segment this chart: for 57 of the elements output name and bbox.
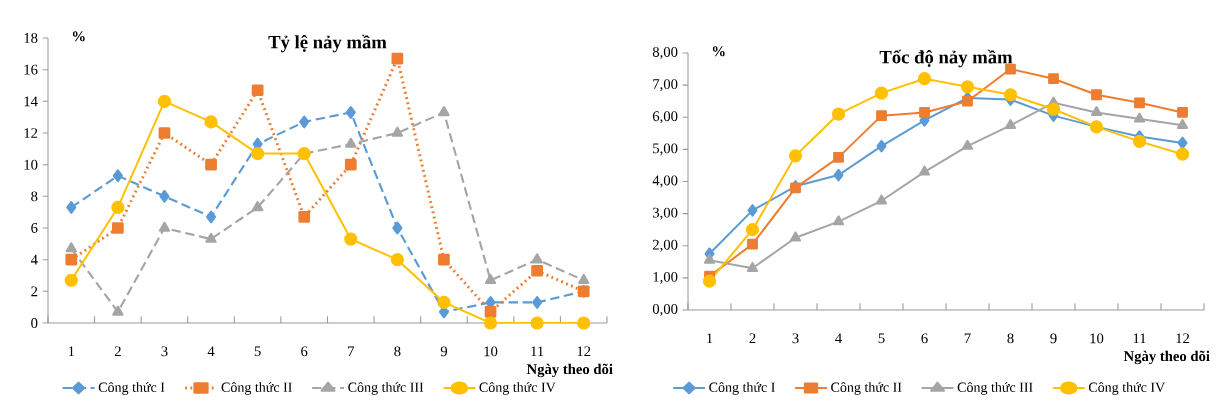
y-axis-title: % — [712, 46, 725, 57]
legend-label: Công thức II — [831, 382, 902, 395]
x-axis-title: Ngày theo dõi — [1123, 350, 1210, 365]
y-tick-label: 6,00 — [652, 111, 678, 124]
y-axis-title: % — [72, 31, 85, 42]
y-tick-label: 14 — [24, 96, 38, 107]
chart-title: Tỷ lệ nảy mầm — [268, 34, 387, 53]
x-axis-title: Ngày theo dõi — [526, 363, 613, 378]
y-tick-label: 4 — [30, 254, 38, 265]
x-tick-label: 10 — [1090, 333, 1104, 344]
x-tick-label: 12 — [577, 346, 591, 357]
legend-label: Công thức III — [348, 382, 424, 395]
y-tick-label: 4,00 — [652, 175, 678, 188]
x-tick-label: 2 — [749, 333, 756, 344]
y-tick-label: 6 — [31, 223, 38, 233]
x-tick-label: 4 — [207, 346, 215, 357]
y-tick-label: 5,00 — [653, 143, 678, 156]
x-tick-label: 5 — [878, 333, 885, 344]
x-tick-label: 2 — [114, 346, 121, 357]
x-tick-label: 12 — [1176, 333, 1190, 344]
x-tick-label: 7 — [348, 346, 355, 356]
y-tick-label: 7,00 — [653, 79, 678, 92]
x-tick-label: 9 — [440, 346, 448, 357]
legend-label: Công thức I — [98, 382, 165, 395]
x-tick-label: 11 — [531, 346, 544, 357]
y-tick-label: 1,00 — [653, 271, 678, 284]
x-tick-label: 3 — [792, 333, 799, 344]
legend-label: Công thức IV — [479, 382, 556, 395]
x-tick-label: 3 — [161, 346, 168, 357]
y-tick-label: 16 — [24, 64, 38, 75]
chart-title: Tốc độ nảy mầm — [879, 49, 1013, 68]
y-tick-label: 10 — [24, 159, 38, 170]
legend-label: Công thức IV — [1088, 382, 1166, 395]
y-tick-label: 0,00 — [652, 304, 678, 317]
x-tick-label: 1 — [707, 333, 713, 344]
legend-label: Công thức II — [221, 382, 292, 395]
x-tick-label: 6 — [301, 346, 308, 357]
y-tick-label: 18 — [24, 33, 38, 43]
y-tick-label: 8,00 — [652, 47, 678, 60]
x-tick-label: 4 — [835, 333, 842, 344]
y-tick-label: 8 — [31, 191, 38, 202]
y-tick-label: 2 — [31, 286, 38, 297]
x-tick-label: 9 — [1050, 333, 1057, 344]
x-tick-label: 1 — [68, 346, 75, 357]
legend-label: Công thức I — [709, 382, 775, 395]
x-tick-label: 6 — [921, 333, 928, 344]
y-tick-label: 3,00 — [653, 207, 678, 220]
legend-label: Công thức III — [957, 382, 1033, 395]
x-tick-label: 11 — [1133, 333, 1146, 344]
y-tick-label: 0 — [31, 318, 38, 328]
x-tick-label: 10 — [484, 346, 498, 357]
x-tick-label: 5 — [254, 346, 261, 357]
x-tick-label: 7 — [964, 333, 971, 343]
y-tick-label: 12 — [24, 128, 38, 138]
x-tick-label: 8 — [394, 346, 401, 357]
y-tick-label: 2,00 — [652, 239, 678, 252]
x-tick-label: 8 — [1007, 333, 1014, 344]
